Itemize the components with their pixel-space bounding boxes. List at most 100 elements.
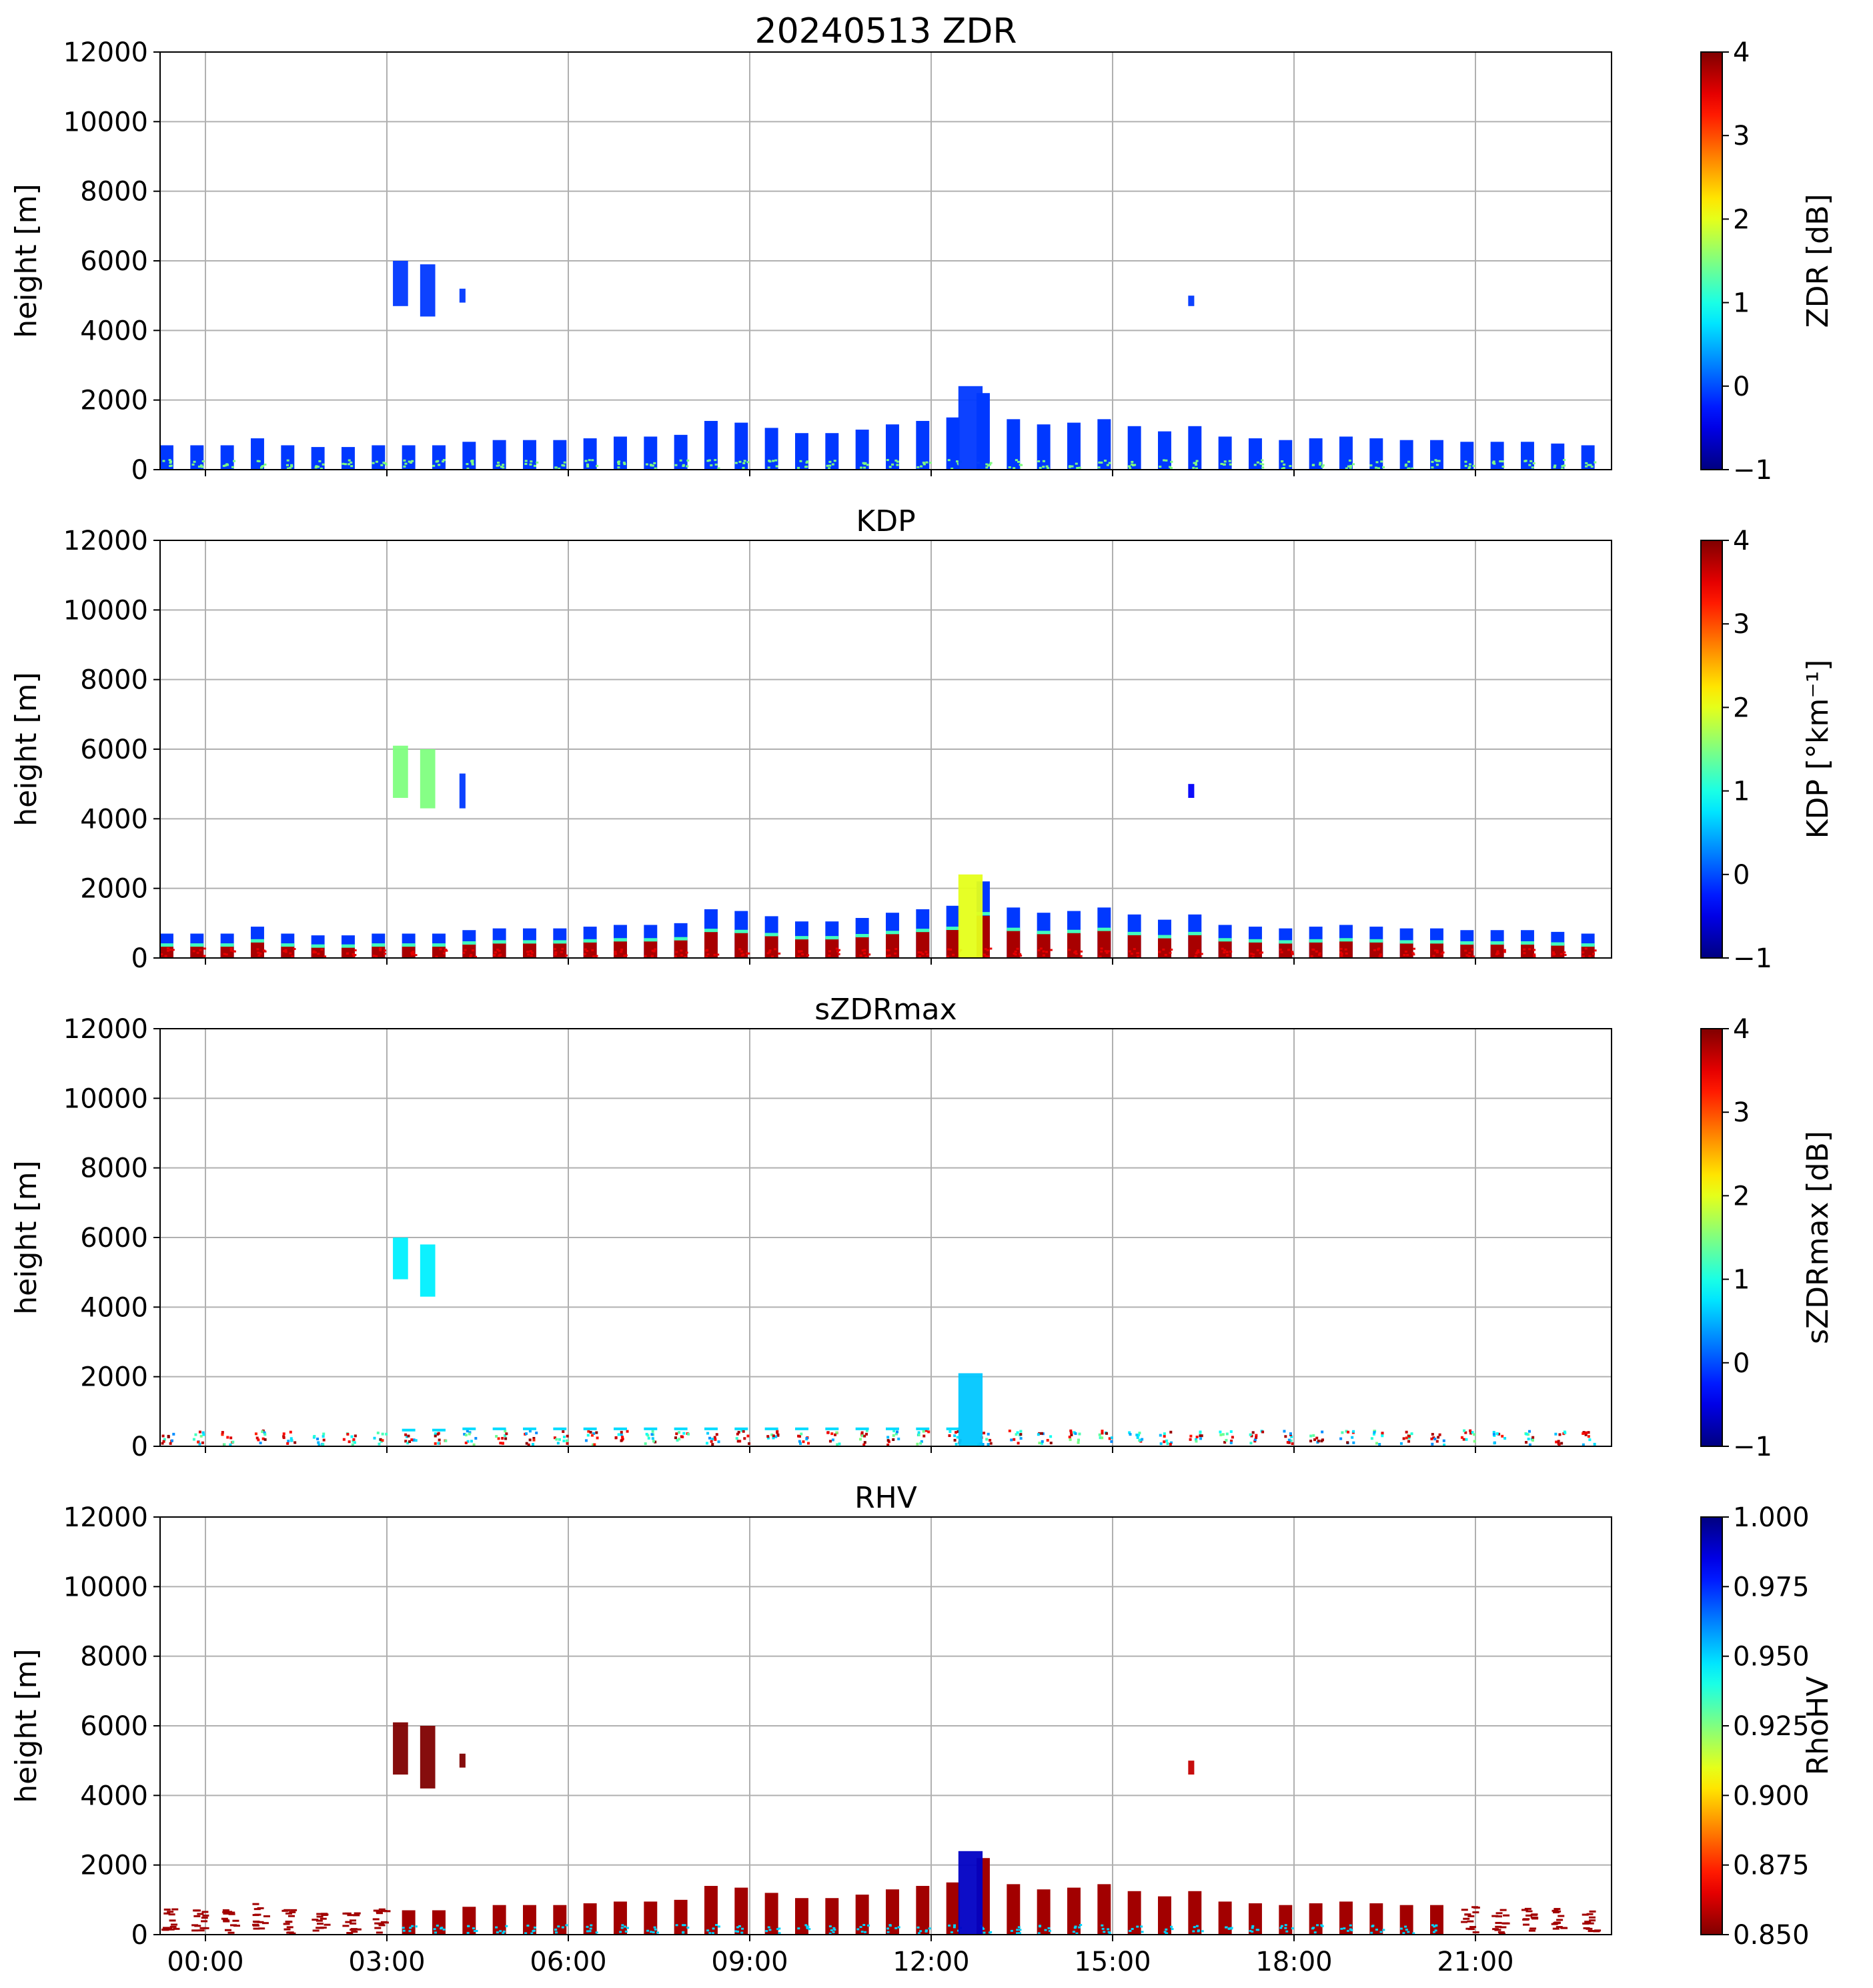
data-point bbox=[1495, 952, 1499, 955]
data-point bbox=[558, 1438, 561, 1441]
data-point bbox=[464, 949, 467, 951]
scan-block bbox=[1490, 442, 1505, 470]
data-point bbox=[1201, 1930, 1204, 1933]
data-point bbox=[886, 955, 889, 957]
data-point bbox=[1138, 1432, 1141, 1435]
data-point bbox=[1472, 1911, 1479, 1914]
data-point bbox=[1432, 1436, 1435, 1440]
data-point bbox=[1431, 1924, 1434, 1927]
data-point bbox=[734, 462, 738, 464]
scan-block bbox=[523, 1427, 538, 1446]
data-point bbox=[1440, 953, 1443, 955]
data-point bbox=[351, 1443, 354, 1446]
data-point bbox=[856, 1928, 860, 1931]
data-point bbox=[1592, 953, 1596, 955]
scan-block bbox=[674, 1899, 690, 1935]
data-point bbox=[957, 462, 960, 465]
data-point bbox=[644, 938, 658, 942]
data-point bbox=[683, 1924, 686, 1927]
data-point bbox=[473, 1930, 476, 1933]
data-point bbox=[1014, 950, 1017, 953]
data-point bbox=[223, 1443, 226, 1446]
data-point bbox=[651, 949, 654, 952]
data-point bbox=[1499, 1926, 1507, 1929]
data-point bbox=[1551, 951, 1555, 954]
y-tick-label: 6000 bbox=[80, 246, 148, 277]
scan-block bbox=[1521, 1907, 1539, 1932]
data-point bbox=[557, 1925, 560, 1928]
data-point bbox=[199, 464, 203, 467]
data-point bbox=[252, 1903, 259, 1905]
data-point bbox=[1231, 1436, 1234, 1439]
scan-block bbox=[523, 1905, 536, 1935]
data-point bbox=[408, 1930, 412, 1933]
data-point bbox=[286, 1926, 293, 1929]
data-point bbox=[682, 1432, 686, 1435]
data-point bbox=[1524, 1907, 1531, 1910]
data-point bbox=[859, 954, 862, 957]
data-point bbox=[1309, 1903, 1323, 1935]
data-point bbox=[1290, 1435, 1293, 1438]
data-point bbox=[554, 1929, 558, 1931]
data-point bbox=[1136, 1925, 1139, 1928]
data-point bbox=[284, 951, 287, 953]
y-tick-label: 4000 bbox=[80, 1781, 148, 1811]
data-point bbox=[1101, 1436, 1104, 1440]
scan-block bbox=[1279, 1905, 1294, 1935]
data-point bbox=[1379, 1931, 1383, 1933]
data-point bbox=[1437, 460, 1441, 462]
data-point bbox=[886, 933, 899, 958]
data-point bbox=[354, 1434, 357, 1438]
data-point bbox=[197, 465, 201, 468]
data-point bbox=[596, 1436, 599, 1440]
scan-block bbox=[342, 447, 355, 470]
data-point bbox=[795, 433, 808, 470]
data-point bbox=[283, 1909, 291, 1911]
data-point bbox=[1135, 1433, 1139, 1436]
scan-block bbox=[220, 445, 235, 470]
data-point bbox=[434, 1434, 437, 1438]
data-point bbox=[261, 1922, 269, 1925]
data-point bbox=[444, 1439, 448, 1442]
data-point bbox=[1195, 460, 1199, 462]
data-point bbox=[1042, 460, 1045, 462]
data-point bbox=[892, 1438, 895, 1441]
data-point bbox=[252, 1920, 259, 1923]
scan-block bbox=[825, 433, 839, 470]
data-point bbox=[1284, 1924, 1287, 1927]
data-point bbox=[1097, 930, 1111, 958]
data-point bbox=[583, 1427, 597, 1430]
data-point bbox=[1339, 951, 1343, 954]
data-point bbox=[353, 1914, 360, 1917]
data-point bbox=[350, 465, 354, 468]
scan-block bbox=[553, 440, 567, 470]
scan-block bbox=[1037, 424, 1051, 470]
data-point bbox=[1195, 464, 1198, 466]
data-point bbox=[1007, 419, 1021, 470]
data-point bbox=[322, 463, 325, 466]
data-point bbox=[650, 1433, 654, 1436]
data-point bbox=[1345, 952, 1348, 955]
data-point bbox=[342, 1438, 346, 1441]
data-point bbox=[471, 463, 474, 466]
data-point bbox=[1586, 1913, 1594, 1915]
data-point bbox=[863, 466, 866, 469]
data-point bbox=[1531, 1436, 1535, 1439]
data-point bbox=[584, 460, 588, 462]
data-point bbox=[674, 1427, 688, 1430]
data-point bbox=[553, 440, 567, 470]
data-point bbox=[687, 1432, 690, 1436]
data-point bbox=[1352, 463, 1355, 466]
data-point bbox=[1521, 1909, 1529, 1911]
data-point bbox=[1407, 1434, 1411, 1438]
data-point bbox=[382, 462, 386, 464]
data-point bbox=[1136, 952, 1139, 955]
data-point bbox=[1139, 1438, 1142, 1442]
data-point bbox=[644, 1901, 658, 1935]
data-point bbox=[161, 1434, 165, 1438]
data-point bbox=[981, 1443, 985, 1446]
data-point bbox=[194, 1909, 201, 1912]
data-point bbox=[462, 1427, 476, 1430]
data-point bbox=[953, 1926, 956, 1929]
data-point bbox=[1100, 461, 1103, 464]
